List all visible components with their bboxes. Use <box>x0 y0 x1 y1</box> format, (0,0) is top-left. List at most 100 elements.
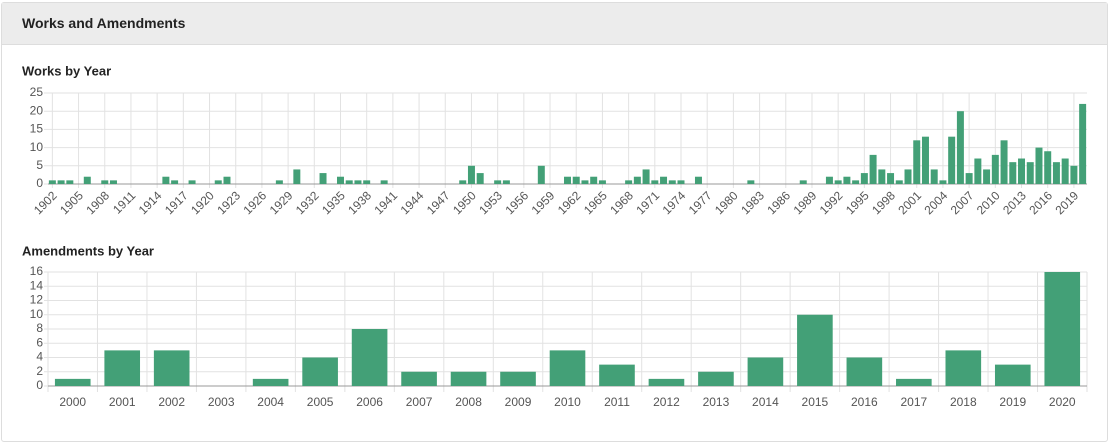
bar <box>956 111 964 184</box>
bar <box>101 180 109 184</box>
bar <box>965 173 973 184</box>
x-tick-label: 1950 <box>450 188 479 217</box>
y-tick-label: 6 <box>36 335 43 349</box>
x-tick-label: 2009 <box>505 395 532 409</box>
bar <box>945 350 982 386</box>
x-tick-label: 1995 <box>843 188 872 217</box>
bar <box>852 180 860 184</box>
bar <box>467 165 475 184</box>
panel-title: Works and Amendments <box>2 3 1107 45</box>
bar <box>1018 158 1026 184</box>
bar <box>401 371 437 386</box>
bar <box>1044 151 1052 184</box>
x-tick-label: 2001 <box>895 188 924 217</box>
x-tick-label: 2007 <box>406 395 433 409</box>
y-tick-label: 8 <box>36 321 43 335</box>
bar <box>677 180 685 184</box>
x-tick-label: 1917 <box>162 188 191 217</box>
x-tick-label: 1941 <box>371 188 400 217</box>
bar <box>747 357 784 386</box>
bar <box>48 180 56 184</box>
bar <box>598 180 606 184</box>
bar <box>494 180 502 184</box>
bar <box>57 180 65 184</box>
bar <box>869 154 877 184</box>
x-tick-label: 2013 <box>703 395 730 409</box>
x-tick-label: 2006 <box>356 395 383 409</box>
bar <box>983 169 991 184</box>
x-tick-label: 1944 <box>398 188 427 217</box>
x-tick-label: 1956 <box>502 188 531 217</box>
x-tick-label: 1929 <box>267 188 296 217</box>
x-tick-label: 1911 <box>110 188 138 216</box>
bar <box>459 180 467 184</box>
bar <box>476 173 484 184</box>
x-tick-label: 1959 <box>529 188 558 217</box>
bar <box>747 180 755 184</box>
bar <box>1061 158 1069 184</box>
bar <box>895 180 903 184</box>
bar <box>319 173 327 184</box>
bar <box>887 173 895 184</box>
x-tick-label: 2001 <box>109 395 136 409</box>
x-tick-label: 1992 <box>817 188 846 217</box>
x-tick-label: 1914 <box>136 188 165 217</box>
bar <box>599 364 635 386</box>
bar <box>860 173 868 184</box>
bar <box>633 176 641 184</box>
x-tick-label: 1947 <box>424 188 453 217</box>
bar <box>1079 103 1087 184</box>
bar <box>994 364 1031 386</box>
bar <box>450 371 487 386</box>
x-tick-label: 1932 <box>293 188 322 217</box>
bar <box>904 169 912 184</box>
bar <box>214 180 222 184</box>
bar <box>345 180 353 184</box>
bar <box>564 176 571 184</box>
bar <box>939 180 947 184</box>
x-tick-label: 1974 <box>660 188 689 217</box>
x-tick-label: 1968 <box>607 188 636 217</box>
bar <box>66 180 74 184</box>
bar <box>834 180 842 184</box>
x-tick-label: 1905 <box>57 188 86 217</box>
bar <box>1026 162 1034 184</box>
x-tick-label: 1962 <box>555 188 584 217</box>
bar <box>502 180 510 184</box>
bar <box>694 176 702 184</box>
x-tick-label: 2010 <box>974 188 1003 217</box>
bar <box>846 357 883 386</box>
x-tick-label: 2019 <box>999 395 1026 409</box>
x-tick-label: 2016 <box>1026 188 1055 217</box>
y-tick-label: 14 <box>30 278 44 292</box>
x-tick-label: 2007 <box>948 188 977 217</box>
x-tick-label: 2017 <box>900 395 927 409</box>
chart-title: Works by Year <box>22 63 111 78</box>
x-tick-label: 1998 <box>869 188 898 217</box>
x-tick-label: 1965 <box>581 188 610 217</box>
y-tick-label: 2 <box>36 364 43 378</box>
bar <box>991 154 999 184</box>
x-tick-label: 2018 <box>950 395 977 409</box>
bar <box>500 371 536 386</box>
x-tick-label: 1935 <box>319 188 348 217</box>
x-tick-label: 1983 <box>738 188 767 217</box>
bar <box>104 350 141 386</box>
y-tick-label: 0 <box>36 176 43 190</box>
bar <box>797 314 833 386</box>
bar <box>363 180 371 184</box>
bar <box>336 176 344 184</box>
y-tick-label: 10 <box>30 307 44 321</box>
x-tick-label: 1938 <box>345 188 374 217</box>
x-tick-label: 2020 <box>1049 395 1076 409</box>
bar <box>843 176 851 184</box>
x-tick-label: 1926 <box>240 188 269 217</box>
x-tick-label: 2011 <box>604 395 630 409</box>
x-tick-label: 1920 <box>188 188 217 217</box>
x-tick-label: 1989 <box>791 188 820 217</box>
bar <box>171 180 179 184</box>
bar <box>54 378 91 386</box>
x-tick-label: 2010 <box>554 395 581 409</box>
